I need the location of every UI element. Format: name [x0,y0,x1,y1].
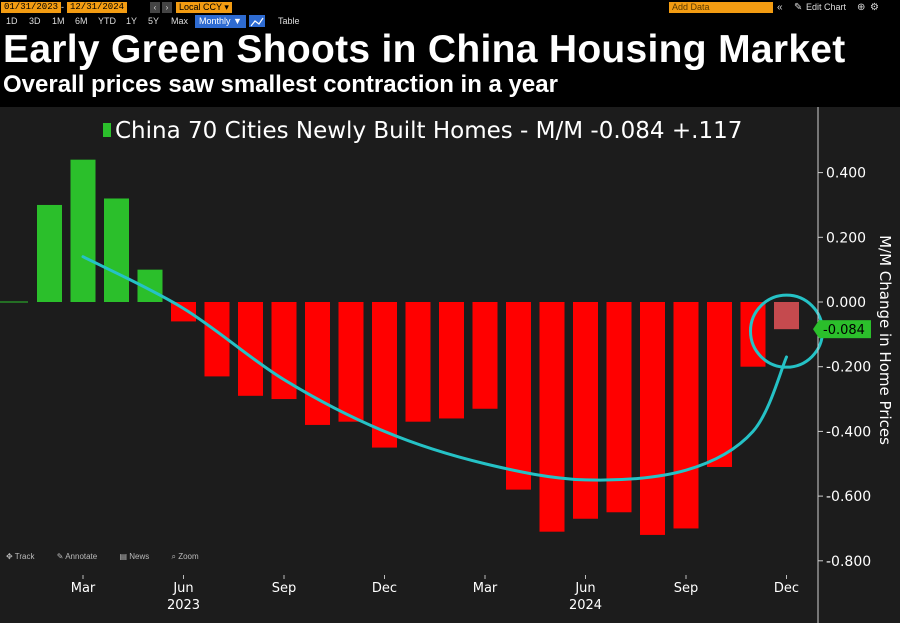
edit-chart-button[interactable]: Edit Chart [806,2,847,12]
bar-feb-2023 [37,204,62,302]
last-value-label: -0.084 [823,323,865,338]
period-max[interactable]: Max [171,16,189,26]
y-tick-label: 0.400 [826,166,866,182]
bar-may-2024 [539,302,565,532]
last-value-pointer [813,320,819,339]
bar-dec-2023 [372,302,397,448]
period-1d[interactable]: 1D [6,16,18,26]
last-value-badge [819,320,871,339]
y-axis: 0.400 0.200 0.000 -0.200 -0.400 -0.600 -0.800 -… [813,107,871,623]
toolbar: 01/31/2023 - 12/31/2024 ‹ › Local CCY ▾ … [0,0,900,30]
edit-chart-icon[interactable]: ✎ [794,2,803,13]
trend-curve [81,255,788,482]
end-date-field[interactable]: 12/31/2024 [67,2,128,13]
y-tick-label: -0.800 [826,554,871,570]
bar-jun-2024 [573,302,598,519]
settings-gear-icon[interactable]: ⚙ [870,2,879,13]
bar-oct-2023 [305,302,330,425]
period-ytd[interactable]: YTD [98,16,116,26]
y-tick-label: -0.200 [826,360,871,376]
x-tick-label: Mar [71,581,96,596]
bar-aug-2024 [640,302,665,535]
currency-select[interactable]: Local CCY ▾ [176,2,232,13]
bar-jun-2023 [171,302,196,322]
legend-swatch [103,123,111,137]
bar-oct-2024 [707,302,732,467]
annotate-tool[interactable]: ✎ Annotate [56,552,98,561]
start-date-field[interactable]: 01/31/2023 [1,2,62,13]
currency-label: Local CCY [179,2,222,12]
news-tool[interactable]: ▤ News [119,552,150,561]
bar-sep-2023 [271,302,297,400]
y-tick-label: 0.200 [826,230,866,246]
period-3d[interactable]: 3D [29,16,41,26]
date-separator: - [61,2,64,12]
x-year-label: 2024 [569,598,602,613]
bar-nov-2023 [338,302,364,422]
bar-apr-2024 [506,302,531,490]
table-button[interactable]: Table [278,16,300,26]
collapse-icon[interactable]: « [777,2,783,13]
bar-mar-2023 [70,159,96,302]
bar-feb-2024 [439,302,464,419]
period-1m[interactable]: 1M [52,16,65,26]
next-period-button[interactable]: › [162,2,172,13]
chart-subtitle: Overall prices saw smallest contraction … [3,71,558,98]
zoom-tool[interactable]: ⌕ Zoom [171,552,199,561]
bar-jul-2024 [606,302,632,513]
x-tick-label: Sep [674,581,699,596]
news-label: News [129,552,150,561]
annotate-label: Annotate [65,552,98,561]
bar-jan-2024 [405,302,431,422]
zoom-label: Zoom [178,552,199,561]
period-5y[interactable]: 5Y [148,16,160,26]
x-tick-label: Dec [372,581,397,596]
x-tick-label: Jun [574,581,595,596]
bar-sep-2024 [673,302,699,529]
track-tool[interactable]: ✥ Track [6,552,35,561]
y-tick-label: 0.000 [826,295,866,311]
chart-tools: ✥ Track ✎ Annotate ▤ News ⌕ Zoom [6,552,219,566]
period-6m[interactable]: 6M [75,16,88,26]
x-tick-label: Dec [774,581,799,596]
bar-dec-2024 [774,302,799,330]
line-chart-icon[interactable] [249,15,265,27]
y-tick-label: -0.400 [826,424,871,440]
period-1y[interactable]: 1Y [126,16,138,26]
legend: China 70 Cities Newly Built Homes - M/M … [103,118,742,144]
toolbar-row-periods: 1D 3D 1M 6M YTD 1Y 5Y Max Monthly ▼ Tabl… [0,15,900,28]
x-tick-label: Sep [272,581,297,596]
chevron-down-icon: ▾ [224,2,229,12]
bar-mar-2024 [472,302,498,409]
bar-apr-2023 [104,198,129,302]
add-data-input[interactable]: Add Data [669,2,773,13]
x-axis: Mar Jun Sep Dec Mar Jun Sep Dec 2023 2024 [71,575,799,613]
toolbar-row-dates: 01/31/2023 - 12/31/2024 ‹ › Local CCY ▾ … [0,2,900,14]
y-tick-label: -0.600 [826,489,871,505]
bars [37,159,799,535]
frequency-select[interactable]: Monthly ▼ [195,15,246,28]
y-axis-label: M/M Change in Home Prices [876,235,894,445]
zoom-icon[interactable]: ⊕ [857,2,866,13]
x-tick-label: Mar [473,581,498,596]
prev-period-button[interactable]: ‹ [150,2,160,13]
chart-title: Early Green Shoots in China Housing Mark… [3,28,846,71]
x-tick-label: Jun [172,581,193,596]
line-chart-glyph [250,17,264,27]
x-year-label: 2023 [167,598,200,613]
legend-label: China 70 Cities Newly Built Homes - M/M … [115,118,743,144]
track-label: Track [14,552,35,561]
